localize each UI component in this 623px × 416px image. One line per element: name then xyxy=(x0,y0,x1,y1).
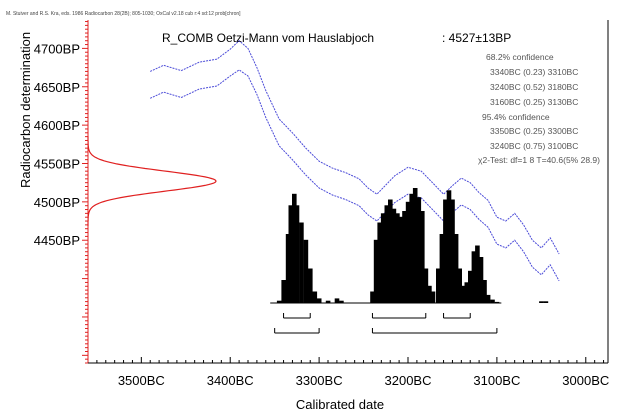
distribution-bar xyxy=(409,193,414,304)
y-tick-label: 4450BP xyxy=(34,233,80,248)
conf-line-2: 3240BC (0.52) 3180BC xyxy=(490,82,578,92)
measurement-distribution xyxy=(87,136,217,226)
distribution-bar xyxy=(464,282,470,303)
distribution-bar xyxy=(471,251,477,304)
x-tick-label: 3400BC xyxy=(207,373,254,388)
distribution-bar xyxy=(377,222,382,303)
distribution-bar xyxy=(539,301,544,303)
distribution-bar xyxy=(388,199,393,303)
distribution-bar xyxy=(423,268,429,303)
distribution-bar xyxy=(446,190,452,303)
y-tick-label: 4500BP xyxy=(34,195,80,210)
sample-date: : 4527±13BP xyxy=(442,31,511,45)
distribution-bar xyxy=(373,239,379,304)
distribution-bar xyxy=(405,201,411,303)
x-tick-label: 3200BC xyxy=(385,373,432,388)
conf-line-6: 3240BC (0.75) 3100BC xyxy=(490,141,578,151)
distribution-bar xyxy=(339,300,344,303)
distribution-bar xyxy=(453,234,459,303)
distribution-bar xyxy=(303,239,309,304)
distribution-bar xyxy=(325,300,331,303)
confidence-text: 68.2% confidence 3340BC (0.23) 3310BC 32… xyxy=(478,52,600,165)
x-tick-label: 3100BC xyxy=(473,373,520,388)
distribution-bar xyxy=(402,211,407,303)
distribution-bar xyxy=(427,285,432,304)
distribution-bar xyxy=(478,257,484,303)
y-tick-label: 4700BP xyxy=(34,41,80,56)
distribution-bar xyxy=(482,280,487,303)
y-tick-label: 4550BP xyxy=(34,156,80,171)
distribution-bar xyxy=(316,298,322,303)
x-axis-label: Calibrated date xyxy=(296,397,384,412)
distribution-bar xyxy=(443,199,448,303)
y-tick-label: 4650BP xyxy=(34,80,80,95)
distribution-bar xyxy=(370,291,375,303)
distribution-bar xyxy=(288,205,294,304)
header-credit: M. Stuiver and R.S. Kra, eds. 1986 Radio… xyxy=(6,11,241,17)
distribution-bar xyxy=(281,280,286,303)
distribution-bar xyxy=(468,270,473,303)
distribution-bar xyxy=(439,234,445,303)
distribution-bar xyxy=(543,301,549,303)
distribution-bar xyxy=(450,199,455,303)
distribution-bar xyxy=(416,197,422,303)
calibration-curve-lower xyxy=(149,69,560,282)
distribution-bar xyxy=(430,291,436,303)
distribution-bar xyxy=(436,268,441,303)
distribution-bar xyxy=(312,291,318,303)
distribution-bar xyxy=(395,213,400,303)
distribution-bar xyxy=(398,216,404,304)
distribution-bar xyxy=(457,268,462,303)
x-tick-label: 3300BC xyxy=(296,373,343,388)
calibration-curve-upper xyxy=(149,40,560,255)
distribution-bar xyxy=(294,205,300,304)
distribution-bar xyxy=(292,193,297,304)
distribution-bar xyxy=(334,298,340,303)
conf-line-7: χ2-Test: df=1 8 T=40.6(5% 28.9) xyxy=(478,155,600,165)
conf-line-3: 3160BC (0.25) 3130BC xyxy=(490,97,578,107)
distribution-bar xyxy=(384,205,390,304)
distribution-bar xyxy=(475,245,480,303)
x-tick-label: 3000BC xyxy=(562,373,609,388)
conf-line-1: 3340BC (0.23) 3310BC xyxy=(490,67,578,77)
distribution-bar xyxy=(380,213,386,303)
conf-line-4: 95.4% confidence xyxy=(482,112,550,122)
distribution-bar xyxy=(490,299,495,303)
y-tick-label: 4600BP xyxy=(34,118,80,133)
distribution-bar xyxy=(285,234,291,303)
y-axis-label: Radiocarbon determination xyxy=(18,32,33,188)
distribution-bar xyxy=(460,285,466,304)
distribution-bar xyxy=(485,294,491,303)
distribution-bar xyxy=(276,300,282,303)
conf-line-0: 68.2% confidence xyxy=(486,52,554,62)
conf-line-5: 3350BC (0.25) 3300BC xyxy=(490,126,578,136)
distribution-bar xyxy=(308,268,313,303)
x-tick-label: 3500BC xyxy=(118,373,165,388)
plot-layer: 4700BP 4650BP 4600BP 4550BP 4500BP 4450BP 3500… xyxy=(34,20,609,388)
sample-title: R_COMB Oetzi-Mann vom Hauslabjoch xyxy=(162,31,374,45)
distribution-bar xyxy=(412,188,418,303)
distribution-bar xyxy=(391,208,397,303)
distribution-bar xyxy=(299,222,304,303)
distribution-bar xyxy=(420,211,425,303)
